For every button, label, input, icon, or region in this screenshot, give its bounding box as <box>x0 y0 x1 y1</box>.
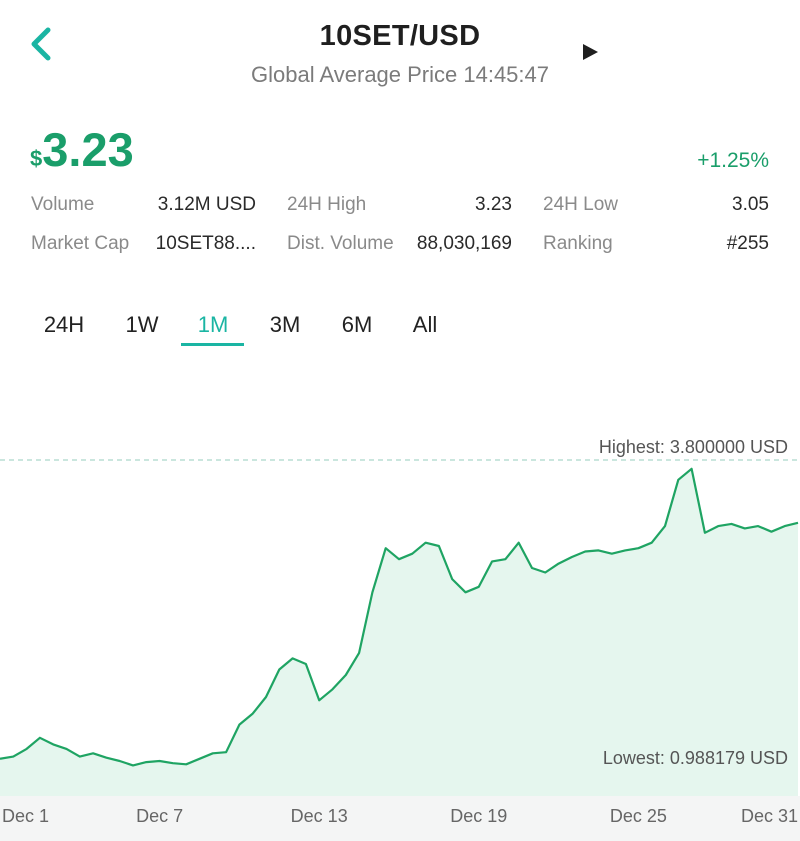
tab-24h[interactable]: 24H <box>43 312 85 337</box>
stat-value-volume: 3.12M USD <box>157 194 256 215</box>
price-chart[interactable]: Highest: 3.800000 USD Lowest: 0.988179 U… <box>0 420 800 841</box>
stat-value-dist-volume: 88,030,169 <box>416 233 512 254</box>
tab-3m[interactable]: 3M <box>269 312 301 337</box>
tab-1w[interactable]: 1W <box>125 312 159 337</box>
stat-label-24h-low: 24H Low <box>543 194 618 215</box>
stat-value-market-cap: 10SET88.... <box>155 233 256 254</box>
price-line <box>0 467 799 767</box>
price-change: +1.25% <box>697 149 769 172</box>
x-tick-label: Dec 7 <box>136 806 183 826</box>
lowest-label: Lowest: 0.988179 USD <box>603 748 788 768</box>
chevron-left-icon <box>31 27 51 61</box>
active-tab-indicator <box>181 343 244 346</box>
stat-label-ranking: Ranking <box>543 233 613 254</box>
timeframe-tabs: 24H 1W 1M 3M 6M All <box>0 310 800 350</box>
x-axis-ticks: Dec 1 Dec 7 Dec 13 Dec 19 Dec 25 Dec 31 <box>2 806 798 826</box>
stat-value-24h-low: 3.05 <box>732 194 769 215</box>
price-value: 3.23 <box>42 123 134 176</box>
play-button[interactable] <box>580 40 602 64</box>
currency-symbol: $ <box>30 146 43 171</box>
tab-6m[interactable]: 6M <box>341 312 373 337</box>
highest-label: Highest: 3.800000 USD <box>599 437 788 457</box>
x-tick-label: Dec 13 <box>291 806 348 826</box>
current-price: $3.23 <box>30 122 134 177</box>
tab-all[interactable]: All <box>412 312 438 337</box>
play-icon <box>583 44 598 60</box>
back-button[interactable] <box>22 20 66 68</box>
tab-1m[interactable]: 1M <box>197 312 229 337</box>
x-tick-label: Dec 19 <box>450 806 507 826</box>
stat-label-volume: Volume <box>31 194 95 215</box>
x-axis-band <box>0 796 800 841</box>
page-title: 10SET/USD <box>319 20 481 52</box>
stat-value-ranking: #255 <box>726 233 769 254</box>
page-subtitle: Global Average Price 14:45:47 <box>250 62 550 87</box>
stat-label-24h-high: 24H High <box>287 194 367 215</box>
stat-label-market-cap: Market Cap <box>31 233 130 254</box>
x-tick-label: Dec 25 <box>610 806 667 826</box>
x-tick-label: Dec 1 <box>2 806 49 826</box>
x-tick-label: Dec 31 <box>741 806 798 826</box>
stat-label-dist-volume: Dist. Volume <box>287 233 394 254</box>
stat-value-24h-high: 3.23 <box>475 194 512 215</box>
price-area-fill <box>0 468 798 796</box>
